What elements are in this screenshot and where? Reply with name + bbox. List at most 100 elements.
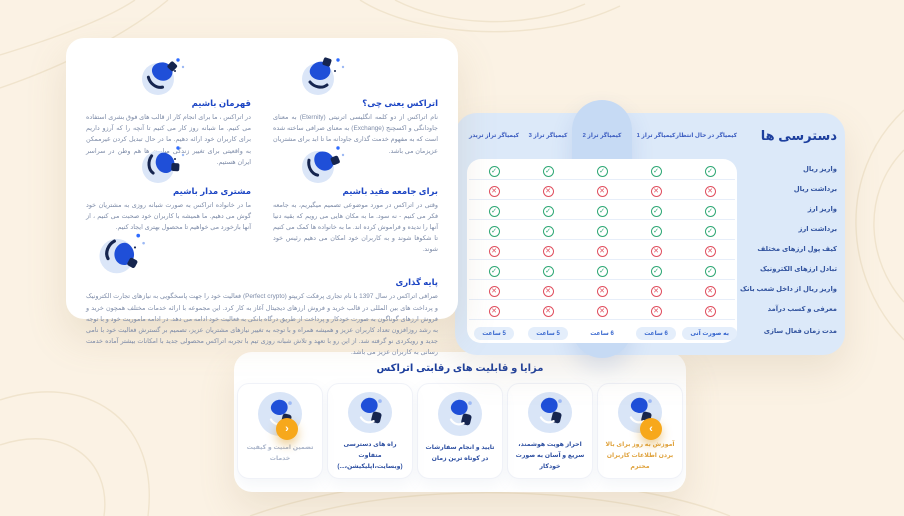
feature-label: آموزش به روز برای بالا بردن اطلاعات کارب… [605,440,675,470]
section-body: ما در خانواده اتراکس به صورت شبانه روزی … [86,201,251,232]
section-body: نام اتراکس از دو کلمه انگلیسی اترنیتی (E… [273,114,438,155]
table-footer-row: مدت زمان فعال سازی به صورت آنی 6 ساعت 6 ساع… [455,319,845,343]
check-icon: ✓ [542,166,554,177]
cross-icon: ✕ [488,186,500,197]
cross-icon: ✕ [650,186,662,197]
column-header-level-1[interactable]: کیمیاگر در حال انتظار [675,133,737,139]
about-section-1: اتراکس یعنی چی؟ نام اتراکس از دو کلمه انگ… [273,52,438,155]
row-divider [469,279,735,280]
row-label: معرفی و کسب درآمد [767,306,837,313]
check-icon: ✓ [650,226,662,237]
cross-icon: ✕ [542,246,554,257]
section-body: وقتی در اتراکس در مورد موضوعی تصمیم میگی… [273,201,438,254]
row-divider [469,219,735,220]
etrax-logo-swirl-illustration [296,52,348,96]
features-title: مزایا و قابلیت های رقابتی اتراکس [376,363,544,374]
access-levels-table-card: دسترسی ها کیمیاگر در حال انتظار کیمیاگر تر… [455,100,845,358]
row-label: برداشت ارز [798,226,837,233]
cross-icon: ✕ [542,286,554,297]
check-icon: ✓ [704,266,716,277]
check-icon: ✓ [650,206,662,217]
row-divider [469,199,735,200]
check-icon: ✓ [704,166,716,177]
cross-icon: ✕ [488,306,500,317]
about-sections: اتراکس یعنی چی؟ نام اتراکس از دو کلمه انگ… [86,52,438,356]
cross-icon: ✕ [704,246,716,257]
activation-time-badge: 5 ساعت [528,327,568,340]
carousel-prev-button[interactable]: ‹ [276,418,298,440]
column-header-level-3[interactable]: کیمیاگر تراز 2 [582,133,622,139]
table-row: برداشت ریال ✕ ✕ ✕ ✕ ✕ [455,179,845,199]
column-header-level-5[interactable]: کیمیاگر تراز تریدر [468,133,520,139]
cross-icon: ✕ [704,186,716,197]
column-header-level-4[interactable]: کیمیاگر تراز 3 [528,133,568,139]
check-icon: ✓ [542,226,554,237]
table-row: معرفی و کسب درآمد ✕ ✕ ✕ ✕ ✕ [455,299,845,319]
about-section-4: مشتری مدار باشیم ما در خانواده اتراکس به … [86,140,251,231]
section-title: برای جامعه مفید باشیم [342,185,438,196]
check-icon: ✓ [596,166,608,177]
check-icon: ✓ [650,266,662,277]
cross-icon: ✕ [596,186,608,197]
check-icon: ✓ [704,206,716,217]
check-icon: ✓ [488,166,500,177]
row-divider [469,299,735,300]
cross-icon: ✕ [650,306,662,317]
table-row: برداشت ارز ✓ ✓ ✓ ✓ ✓ [455,219,845,239]
activation-time-badge: به صورت آنی [682,327,737,340]
features-carousel: آموزش به روز برای بالا بردن اطلاعات کارب… [237,383,683,479]
cross-icon: ✕ [704,286,716,297]
check-icon: ✓ [488,226,500,237]
row-label: تبادل ارزهای الکترونیک [759,266,837,273]
feature-card-2: احراز هویت هوشمند، سریع و آسان به صورت خ… [507,383,593,479]
activation-time-badge: 6 ساعت [636,327,676,340]
feature-card-4: راه های دسترسی متفاوت (وبسایت،اپلیکیشن،.… [327,383,413,479]
order-confirmation-illustration [438,392,482,436]
access-table: دسترسی ها کیمیاگر در حال انتظار کیمیاگر تر… [455,113,845,355]
section-title: اتراکس یعنی چی؟ [362,98,438,108]
community-podium-illustration [296,140,348,184]
cross-icon: ✕ [596,306,608,317]
multi-access-illustration [348,392,392,433]
section-title: مشتری مدار باشیم [172,185,251,196]
hero-person-stars-illustration [136,52,188,96]
carousel-next-button[interactable]: › [640,418,662,440]
section-title: قهرمان باشیم [191,98,251,108]
row-divider [469,179,735,180]
feature-card-5: تضمین امنیت و کیفیت خدمات [237,383,323,479]
check-icon: ✓ [650,166,662,177]
row-label: کیف پول ارزهای مختلف [757,246,837,253]
row-divider [469,239,735,240]
feature-label: راه های دسترسی متفاوت (وبسایت،اپلیکیشن،.… [337,440,403,470]
about-section-5: پایه گذاری صرافی اتراکس در سال 1397 با نا… [86,227,438,356]
row-divider [469,259,735,260]
check-icon: ✓ [542,266,554,277]
cross-icon: ✕ [650,286,662,297]
row-label: واریز ریال از داخل شعب بانک [740,286,837,293]
cross-icon: ✕ [650,246,662,257]
cross-icon: ✕ [596,286,608,297]
check-icon: ✓ [488,206,500,217]
customer-laptop-illustration [136,140,188,184]
table-title: دسترسی ها [760,128,837,143]
cross-icon: ✕ [488,246,500,257]
section-title: پایه گذاری [395,277,438,288]
section-body: در اتراکس ، ما برای انجام کار از قالب ها… [86,114,251,166]
feature-label: تضمین امنیت و کیفیت خدمات [246,444,314,463]
cross-icon: ✕ [488,286,500,297]
column-header-level-2[interactable]: کیمیاگر تراز 1 [636,133,676,139]
check-icon: ✓ [704,226,716,237]
about-section-2: قهرمان باشیم در اتراکس ، ما برای انجام کا… [86,52,251,166]
identity-verification-illustration [528,392,572,433]
table-header-row: دسترسی ها کیمیاگر در حال انتظار کیمیاگر تر… [455,113,845,159]
about-section-3: برای جامعه مفید باشیم وقتی در اتراکس در م… [273,140,438,253]
row-label: واریز ریال [802,166,837,173]
check-icon: ✓ [488,266,500,277]
cross-icon: ✕ [596,246,608,257]
row-label: برداشت ریال [793,186,837,193]
check-icon: ✓ [596,206,608,217]
table-row: واریز ریال ✓ ✓ ✓ ✓ ✓ [455,159,845,179]
table-row: کیف پول ارزهای مختلف ✕ ✕ ✕ ✕ ✕ [455,239,845,259]
activation-time-badge: 6 ساعت [582,327,622,340]
founder-celebration-illustration [93,227,149,275]
